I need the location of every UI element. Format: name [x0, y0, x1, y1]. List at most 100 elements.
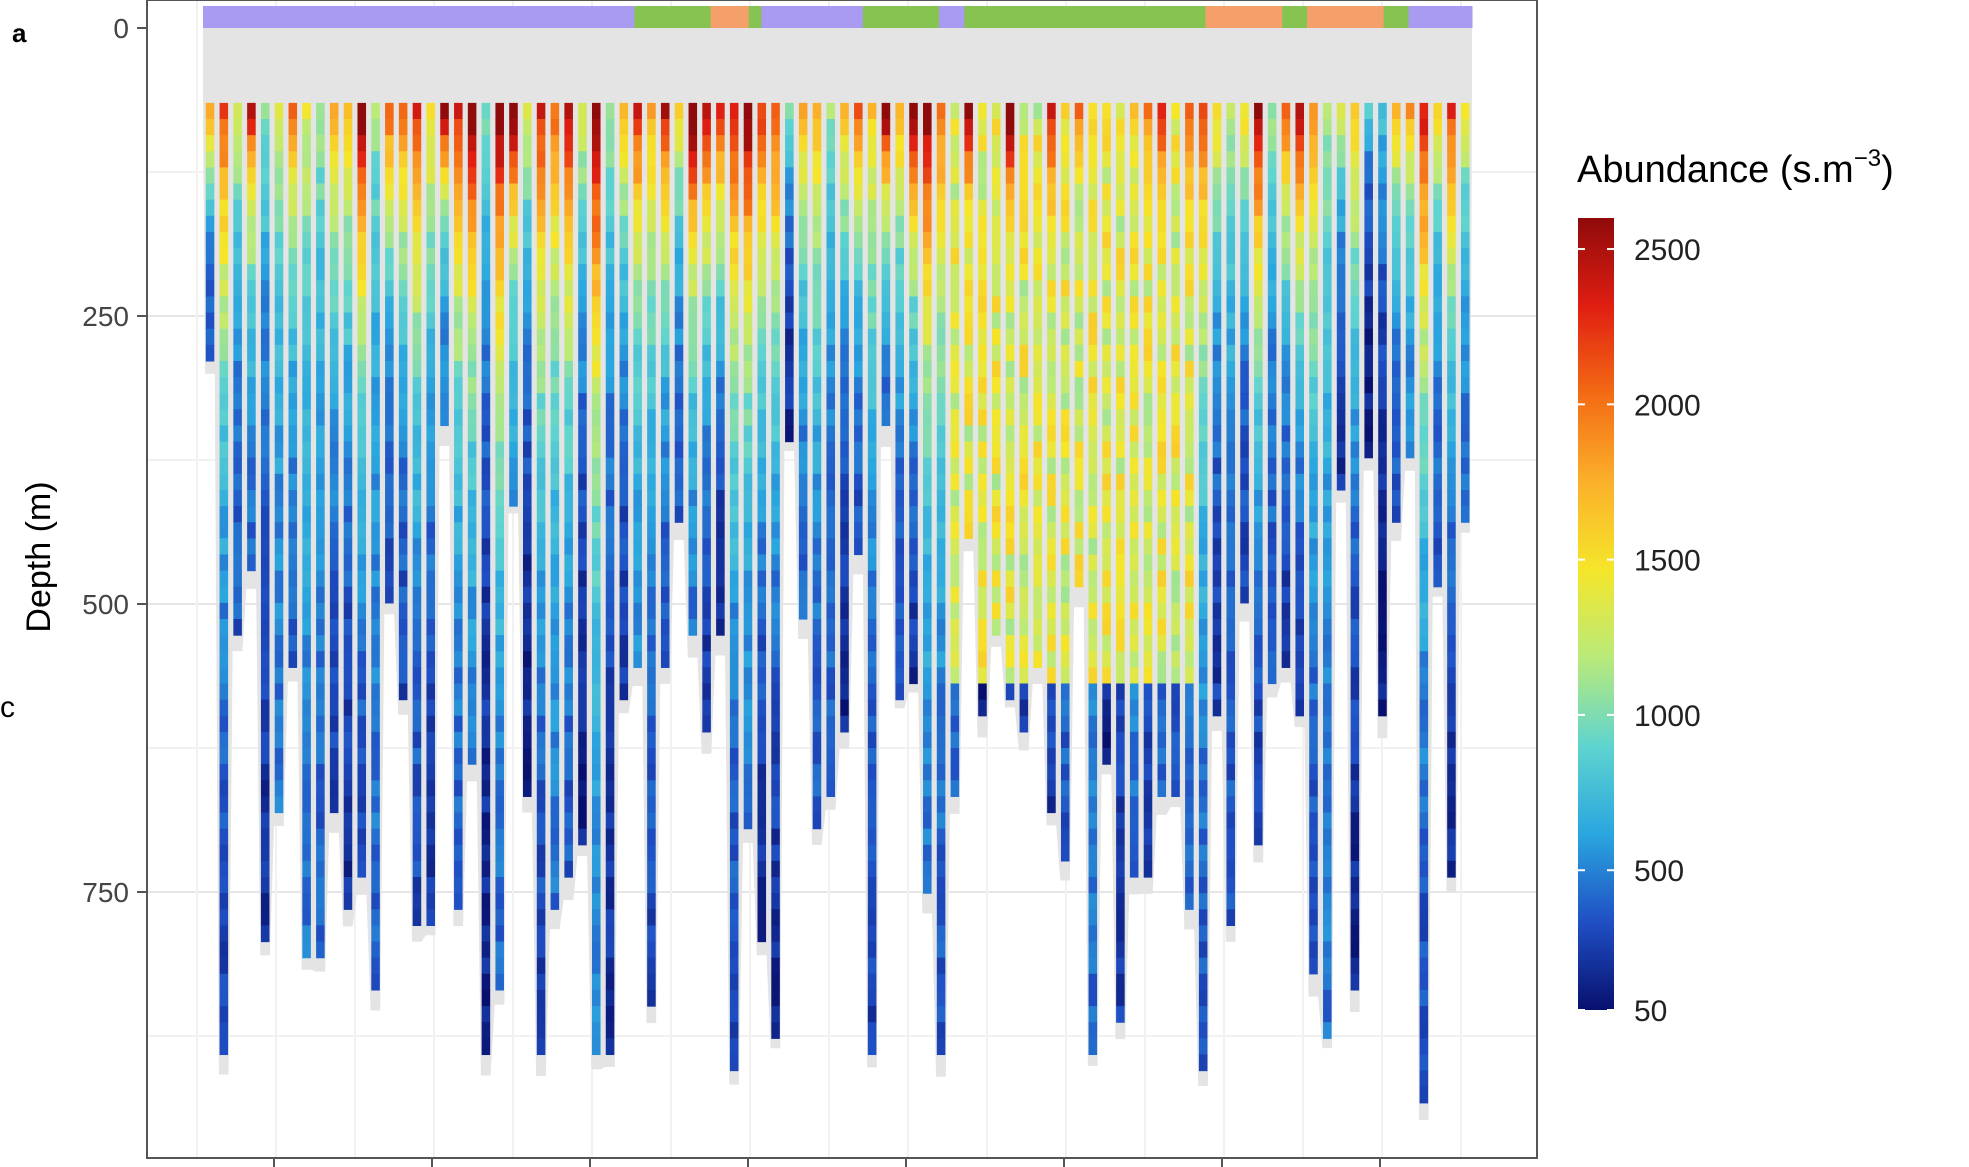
- abundance-cell: [467, 699, 477, 717]
- abundance-cell: [1226, 667, 1236, 685]
- abundance-cell: [729, 683, 739, 701]
- abundance-cell: [1047, 425, 1056, 443]
- abundance-cell: [1309, 844, 1318, 862]
- abundance-cell: [536, 780, 546, 797]
- abundance-cell: [1019, 264, 1029, 281]
- abundance-cell: [647, 877, 656, 894]
- abundance-cell: [343, 877, 353, 894]
- abundance-cell: [1309, 151, 1318, 168]
- abundance-cell: [1419, 1022, 1429, 1039]
- abundance-cell: [564, 199, 573, 217]
- abundance-cell: [1157, 764, 1167, 781]
- abundance-cell: [1295, 586, 1304, 604]
- abundance-cell: [591, 489, 601, 507]
- abundance-cell: [578, 199, 587, 217]
- profile-91: [1447, 102, 1456, 878]
- abundance-cell: [440, 183, 449, 201]
- abundance-cell: [1088, 312, 1098, 330]
- abundance-cell: [329, 409, 339, 427]
- abundance-cell: [854, 441, 863, 459]
- abundance-cell: [1047, 199, 1056, 217]
- abundance-cell: [964, 506, 973, 523]
- abundance-cell: [288, 489, 298, 507]
- abundance-cell: [1447, 328, 1456, 346]
- abundance-cell: [702, 635, 711, 652]
- abundance-cell: [288, 457, 298, 475]
- abundance-cell: [1088, 764, 1098, 781]
- abundance-cell: [385, 489, 394, 507]
- abundance-cell: [936, 489, 946, 507]
- abundance-cell: [1447, 489, 1456, 507]
- abundance-cell: [660, 457, 670, 475]
- abundance-cell: [260, 360, 270, 378]
- abundance-cell: [302, 183, 311, 201]
- abundance-cell: [633, 441, 642, 459]
- abundance-cell: [1350, 489, 1360, 507]
- abundance-cell: [909, 667, 918, 685]
- abundance-cell: [288, 312, 298, 330]
- abundance-cell: [523, 635, 532, 652]
- abundance-cell: [495, 941, 504, 959]
- profile-48: [854, 102, 863, 556]
- abundance-cell: [633, 522, 642, 539]
- abundance-cell: [426, 473, 436, 491]
- abundance-cell: [826, 151, 836, 168]
- abundance-cell: [591, 586, 601, 604]
- abundance-cell: [1116, 941, 1125, 959]
- abundance-cell: [302, 377, 311, 394]
- abundance-cell: [1254, 360, 1263, 378]
- abundance-cell: [633, 635, 642, 652]
- abundance-cell: [1254, 167, 1263, 185]
- abundance-cell: [481, 651, 491, 668]
- abundance-cell: [302, 764, 311, 781]
- abundance-cell: [964, 328, 973, 346]
- abundance-cell: [247, 119, 256, 136]
- abundance-cell: [771, 1022, 780, 1039]
- abundance-cell: [357, 796, 367, 814]
- abundance-cell: [591, 667, 601, 685]
- profile-37: [702, 102, 711, 733]
- abundance-cell: [867, 312, 877, 330]
- abundance-cell: [757, 393, 767, 410]
- abundance-cell: [1378, 667, 1387, 685]
- abundance-cell: [1281, 441, 1291, 459]
- abundance-cell: [812, 248, 822, 265]
- abundance-cell: [260, 457, 270, 475]
- abundance-cell: [426, 635, 436, 652]
- abundance-cell: [454, 344, 463, 362]
- abundance-cell: [798, 151, 808, 168]
- abundance-cell: [329, 667, 339, 685]
- abundance-cell: [1323, 506, 1332, 523]
- abundance-cell: [812, 183, 822, 201]
- abundance-cell: [1254, 280, 1263, 298]
- abundance-cell: [1267, 441, 1277, 459]
- abundance-cell: [1295, 570, 1304, 588]
- abundance-cell: [1171, 360, 1180, 378]
- abundance-cell: [1143, 231, 1153, 249]
- abundance-cell: [1129, 748, 1139, 765]
- abundance-cell: [826, 280, 836, 298]
- abundance-cell: [454, 231, 463, 249]
- abundance-cell: [219, 522, 229, 539]
- abundance-cell: [536, 860, 546, 878]
- abundance-cell: [481, 941, 491, 959]
- abundance-cell: [219, 1022, 229, 1039]
- abundance-cell: [729, 893, 739, 910]
- abundance-cell: [205, 312, 215, 330]
- abundance-cell: [591, 102, 601, 120]
- abundance-cell: [371, 957, 380, 975]
- abundance-cell: [771, 780, 780, 797]
- abundance-cell: [1185, 393, 1194, 410]
- abundance-cell: [605, 360, 615, 378]
- abundance-cell: [357, 683, 367, 701]
- abundance-cell: [343, 748, 353, 765]
- abundance-cell: [619, 296, 629, 314]
- abundance-cell: [729, 780, 739, 797]
- abundance-cell: [247, 489, 256, 507]
- abundance-cell: [467, 602, 477, 620]
- abundance-cell: [1336, 248, 1346, 265]
- abundance-cell: [881, 119, 891, 136]
- abundance-cell: [1309, 473, 1318, 491]
- abundance-cell: [274, 538, 284, 556]
- abundance-cell: [1129, 183, 1139, 201]
